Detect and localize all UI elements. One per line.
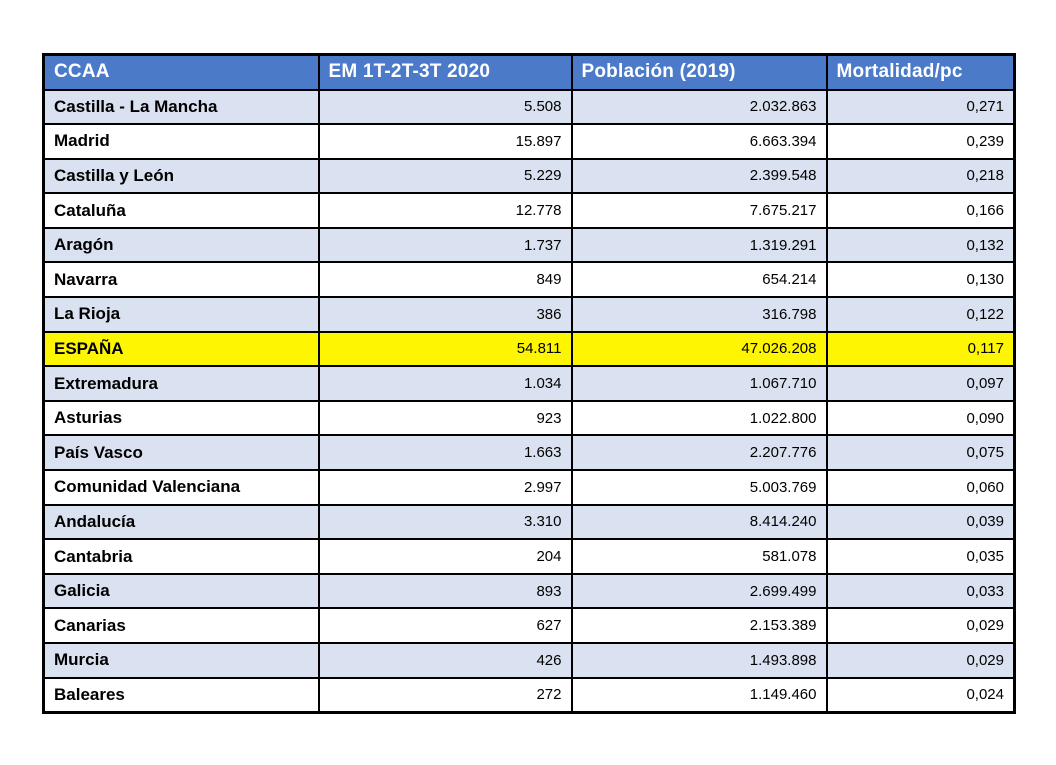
cell-mortalidad-pc: 0,060 xyxy=(825,469,1016,506)
cell-mortalidad-pc: 0,029 xyxy=(825,642,1016,679)
table-header-row: CCAA EM 1T-2T-3T 2020 Población (2019) Mort… xyxy=(42,53,1016,91)
cell-em-1t-2t-3t-2020: 893 xyxy=(317,572,573,610)
table-row-total-espana: ESPAÑA 54.811 47.026.208 0,117 xyxy=(42,330,1016,368)
cell-em-1t-2t-3t-2020: 3.310 xyxy=(317,503,573,541)
cell-poblacio-n-2019: 1.319.291 xyxy=(570,226,828,264)
cell-em-1t-2t-3t-2020: 627 xyxy=(317,607,573,644)
cell-em-1t-2t-3t-2020: 272 xyxy=(317,676,573,714)
row-label: La Rioja xyxy=(42,296,320,333)
cell-mortalidad-pc: 0,097 xyxy=(825,365,1016,402)
column-header-mortalidad-pc: Mortalidad/pc xyxy=(825,53,1016,91)
cell-poblacio-n-2019: 581.078 xyxy=(570,538,828,575)
row-label: Canarias xyxy=(42,607,320,644)
cell-em-1t-2t-3t-2020: 204 xyxy=(317,538,573,575)
cell-poblacio-n-2019: 654.214 xyxy=(570,261,828,299)
cell-mortalidad-pc: 0,218 xyxy=(825,157,1016,195)
cell-em-1t-2t-3t-2020: 5.229 xyxy=(317,157,573,195)
cell-mortalidad-pc: 0,035 xyxy=(825,538,1016,575)
table-row-andaluci-a: Andalucía 3.310 8.414.240 0,039 xyxy=(42,503,1016,541)
row-label: Cataluña xyxy=(42,192,320,229)
cell-mortalidad-pc: 0,117 xyxy=(825,330,1016,368)
table-row-galicia: Galicia 893 2.699.499 0,033 xyxy=(42,572,1016,610)
column-header-poblacio-n-2019: Población (2019) xyxy=(570,53,828,91)
table-row-catalun-a: Cataluña 12.778 7.675.217 0,166 xyxy=(42,192,1016,229)
table-row-castilla-y-leo-n: Castilla y León 5.229 2.399.548 0,218 xyxy=(42,157,1016,195)
row-label: Asturias xyxy=(42,399,320,437)
column-header-em-1t-2t-3t-2020: EM 1T-2T-3T 2020 xyxy=(317,53,573,91)
cell-mortalidad-pc: 0,130 xyxy=(825,261,1016,299)
cell-poblacio-n-2019: 2.032.863 xyxy=(570,88,828,126)
cell-em-1t-2t-3t-2020: 386 xyxy=(317,296,573,333)
row-label: ESPAÑA xyxy=(42,330,320,368)
table-body: Castilla - La Mancha 5.508 2.032.863 0,271 M… xyxy=(42,88,1016,714)
cell-poblacio-n-2019: 1.067.710 xyxy=(570,365,828,402)
row-label: Castilla - La Mancha xyxy=(42,88,320,126)
row-label: Murcia xyxy=(42,642,320,679)
cell-mortalidad-pc: 0,039 xyxy=(825,503,1016,541)
table-row-comunidad-valenciana: Comunidad Valenciana 2.997 5.003.769 0,060 xyxy=(42,469,1016,506)
cell-poblacio-n-2019: 47.026.208 xyxy=(570,330,828,368)
mortality-table: CCAA EM 1T-2T-3T 2020 Población (2019) Mort… xyxy=(42,53,1016,714)
cell-poblacio-n-2019: 1.493.898 xyxy=(570,642,828,679)
cell-mortalidad-pc: 0,239 xyxy=(825,123,1016,160)
row-label: Aragón xyxy=(42,226,320,264)
row-label: Andalucía xyxy=(42,503,320,541)
cell-poblacio-n-2019: 8.414.240 xyxy=(570,503,828,541)
cell-mortalidad-pc: 0,090 xyxy=(825,399,1016,437)
cell-mortalidad-pc: 0,122 xyxy=(825,296,1016,333)
row-label: Navarra xyxy=(42,261,320,299)
cell-em-1t-2t-3t-2020: 849 xyxy=(317,261,573,299)
table-header: CCAA EM 1T-2T-3T 2020 Población (2019) Mort… xyxy=(42,53,1016,91)
cell-poblacio-n-2019: 2.207.776 xyxy=(570,434,828,472)
cell-em-1t-2t-3t-2020: 923 xyxy=(317,399,573,437)
row-label: Comunidad Valenciana xyxy=(42,469,320,506)
table-row-asturias: Asturias 923 1.022.800 0,090 xyxy=(42,399,1016,437)
cell-em-1t-2t-3t-2020: 15.897 xyxy=(317,123,573,160)
cell-mortalidad-pc: 0,024 xyxy=(825,676,1016,714)
cell-mortalidad-pc: 0,033 xyxy=(825,572,1016,610)
table-row-navarra: Navarra 849 654.214 0,130 xyxy=(42,261,1016,299)
cell-em-1t-2t-3t-2020: 1.663 xyxy=(317,434,573,472)
cell-poblacio-n-2019: 2.399.548 xyxy=(570,157,828,195)
table-row-arago-n: Aragón 1.737 1.319.291 0,132 xyxy=(42,226,1016,264)
cell-mortalidad-pc: 0,166 xyxy=(825,192,1016,229)
cell-mortalidad-pc: 0,075 xyxy=(825,434,1016,472)
table-row-baleares: Baleares 272 1.149.460 0,024 xyxy=(42,676,1016,714)
cell-em-1t-2t-3t-2020: 54.811 xyxy=(317,330,573,368)
table-row-extremadura: Extremadura 1.034 1.067.710 0,097 xyxy=(42,365,1016,402)
cell-em-1t-2t-3t-2020: 1.737 xyxy=(317,226,573,264)
table-row-pai-s-vasco: País Vasco 1.663 2.207.776 0,075 xyxy=(42,434,1016,472)
cell-poblacio-n-2019: 316.798 xyxy=(570,296,828,333)
cell-em-1t-2t-3t-2020: 426 xyxy=(317,642,573,679)
cell-mortalidad-pc: 0,132 xyxy=(825,226,1016,264)
cell-poblacio-n-2019: 1.149.460 xyxy=(570,676,828,714)
row-label: País Vasco xyxy=(42,434,320,472)
cell-poblacio-n-2019: 2.699.499 xyxy=(570,572,828,610)
column-header-ccaa: CCAA xyxy=(42,53,320,91)
cell-poblacio-n-2019: 5.003.769 xyxy=(570,469,828,506)
cell-mortalidad-pc: 0,271 xyxy=(825,88,1016,126)
row-label: Baleares xyxy=(42,676,320,714)
table-row-cantabria: Cantabria 204 581.078 0,035 xyxy=(42,538,1016,575)
table-row-canarias: Canarias 627 2.153.389 0,029 xyxy=(42,607,1016,644)
row-label: Galicia xyxy=(42,572,320,610)
row-label: Madrid xyxy=(42,123,320,160)
cell-poblacio-n-2019: 1.022.800 xyxy=(570,399,828,437)
cell-poblacio-n-2019: 7.675.217 xyxy=(570,192,828,229)
cell-poblacio-n-2019: 2.153.389 xyxy=(570,607,828,644)
table-row-castilla-la-mancha: Castilla - La Mancha 5.508 2.032.863 0,271 xyxy=(42,88,1016,126)
cell-mortalidad-pc: 0,029 xyxy=(825,607,1016,644)
row-label: Extremadura xyxy=(42,365,320,402)
cell-em-1t-2t-3t-2020: 5.508 xyxy=(317,88,573,126)
row-label: Cantabria xyxy=(42,538,320,575)
table-row-murcia: Murcia 426 1.493.898 0,029 xyxy=(42,642,1016,679)
row-label: Castilla y León xyxy=(42,157,320,195)
cell-em-1t-2t-3t-2020: 2.997 xyxy=(317,469,573,506)
cell-poblacio-n-2019: 6.663.394 xyxy=(570,123,828,160)
cell-em-1t-2t-3t-2020: 1.034 xyxy=(317,365,573,402)
cell-em-1t-2t-3t-2020: 12.778 xyxy=(317,192,573,229)
table-row-la-rioja: La Rioja 386 316.798 0,122 xyxy=(42,296,1016,333)
table-row-madrid: Madrid 15.897 6.663.394 0,239 xyxy=(42,123,1016,160)
